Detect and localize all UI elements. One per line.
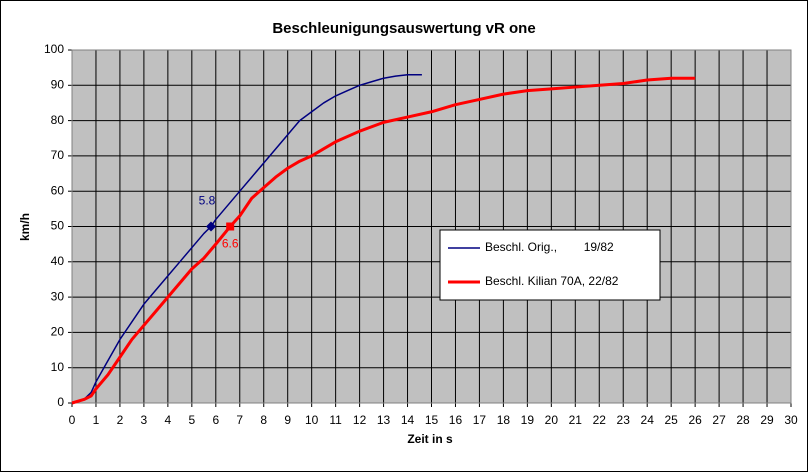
y-tick-label: 30 xyxy=(51,289,65,303)
x-tick-label: 17 xyxy=(473,413,487,427)
x-tick-label: 25 xyxy=(664,413,678,427)
y-tick-label: 0 xyxy=(57,395,64,409)
x-tick-label: 16 xyxy=(449,413,463,427)
y-tick-label: 50 xyxy=(51,219,65,233)
x-tick-label: 11 xyxy=(329,413,342,427)
y-tick-label: 40 xyxy=(51,254,65,268)
plot-border xyxy=(71,49,792,404)
x-tick-label: 15 xyxy=(425,413,439,427)
x-tick-label: 13 xyxy=(377,413,391,427)
x-tick-label: 4 xyxy=(165,413,172,427)
x-tick-label: 10 xyxy=(305,413,319,427)
x-tick-label: 26 xyxy=(688,413,702,427)
legend-label: Beschl. Kilian 70A, 22/82 xyxy=(485,274,619,288)
y-tick-label: 10 xyxy=(51,360,65,374)
y-tick-label: 90 xyxy=(51,77,65,91)
x-tick-label: 12 xyxy=(353,413,367,427)
x-tick-label: 2 xyxy=(117,413,124,427)
x-tick-label: 30 xyxy=(784,413,798,427)
x-tick-label: 18 xyxy=(497,413,511,427)
x-tick-label: 19 xyxy=(521,413,535,427)
legend-box xyxy=(439,229,661,301)
x-tick-label: 20 xyxy=(545,413,559,427)
x-tick-label: 9 xyxy=(284,413,291,427)
x-tick-label: 24 xyxy=(641,413,655,427)
marker-label: 5.8 xyxy=(199,194,216,208)
x-tick-label: 3 xyxy=(141,413,148,427)
x-tick-label: 14 xyxy=(401,413,415,427)
chart-title: Beschleunigungsauswertung vR one xyxy=(272,20,535,37)
x-tick-label: 8 xyxy=(260,413,267,427)
x-tick-label: 6 xyxy=(212,413,219,427)
y-tick-label: 20 xyxy=(51,325,65,339)
marker xyxy=(206,221,217,232)
x-tick-label: 1 xyxy=(93,413,100,427)
x-tick-label: 27 xyxy=(712,413,726,427)
marker-label: 6.6 xyxy=(222,237,239,251)
y-tick-label: 100 xyxy=(44,42,64,56)
y-tick-label: 70 xyxy=(51,148,65,162)
y-axis-label: km/h xyxy=(18,213,32,241)
y-tick-label: 60 xyxy=(51,183,65,197)
x-tick-label: 29 xyxy=(760,413,774,427)
x-tick-label: 28 xyxy=(736,413,750,427)
legend-label: Beschl. Orig., 19/82 xyxy=(485,240,614,254)
x-tick-label: 23 xyxy=(617,413,631,427)
x-axis-label: Zeit in s xyxy=(407,432,453,446)
series-line xyxy=(71,76,696,405)
x-tick-label: 22 xyxy=(593,413,607,427)
series-line xyxy=(71,73,422,404)
x-tick-label: 21 xyxy=(569,413,583,427)
x-tick-label: 0 xyxy=(69,413,76,427)
x-tick-label: 5 xyxy=(188,413,195,427)
x-tick-label: 7 xyxy=(236,413,243,427)
marker xyxy=(226,222,235,231)
y-tick-label: 80 xyxy=(51,113,65,127)
